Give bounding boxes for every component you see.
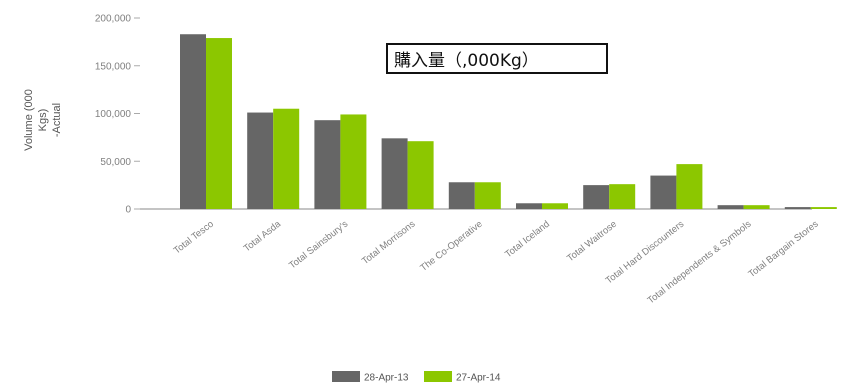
bar-series1: [650, 175, 677, 209]
y-axis-ticks: 0 50,000 100,000 150,000 200,000: [95, 14, 140, 216]
x-category-label: Total Sainsbury's: [287, 219, 350, 272]
x-category-label: Total Bargain Stores: [746, 219, 820, 280]
y-tick-label: 0: [125, 205, 131, 216]
legend-swatch: [332, 371, 360, 382]
bar-series2: [743, 205, 770, 209]
bar-series2: [273, 108, 300, 209]
y-axis-title-text: Volume (000 Kgs) -Actual: [23, 89, 63, 151]
bar-series1: [180, 34, 206, 209]
y-tick-label: 200,000: [95, 14, 132, 25]
x-category-label: Total Waitrose: [565, 219, 619, 265]
y-tick-label: 50,000: [100, 157, 131, 168]
bar-series1: [583, 185, 610, 209]
bars-group: [180, 34, 837, 210]
x-category-label: Total Tesco: [172, 219, 216, 257]
y-axis-title: Volume (000 Kgs) -Actual: [23, 89, 63, 151]
x-category-label: Total Asda: [242, 218, 284, 254]
bar-series2: [206, 38, 232, 210]
bar-series1: [448, 182, 475, 209]
bar-series1: [247, 112, 274, 209]
bar-series1: [717, 205, 744, 209]
bar-series2: [340, 114, 367, 209]
bar-series1: [381, 138, 408, 209]
bar-series1: [784, 207, 811, 209]
annotation-text: 購入量（,000Kg）: [394, 51, 539, 71]
bar-series2: [474, 182, 501, 209]
legend: 28-Apr-13 27-Apr-14: [332, 371, 501, 384]
x-category-label: Total Morrisons: [360, 219, 418, 267]
bar-series2: [407, 141, 434, 209]
annotation-box: 購入量（,000Kg）: [386, 43, 608, 74]
y-axis-title-line: Volume (000: [23, 89, 35, 151]
legend-label: 27-Apr-14: [456, 373, 501, 384]
category-labels: Total Tesco Total Asda Total Sainsbury's To…: [172, 218, 821, 306]
bar-series2: [676, 164, 703, 209]
y-tick-label: 150,000: [95, 61, 132, 72]
x-category-label: Total Iceland: [503, 219, 552, 261]
y-axis-title-line: Kgs): [37, 109, 49, 132]
bar-series2: [609, 184, 636, 209]
y-axis-title-line: -Actual: [51, 103, 63, 137]
legend-label: 28-Apr-13: [364, 373, 409, 384]
bar-series2: [810, 207, 837, 209]
bar-series1: [314, 120, 341, 209]
y-tick-label: 100,000: [95, 109, 132, 120]
bar-series1: [516, 203, 542, 209]
legend-swatch: [424, 371, 452, 382]
bar-series2: [542, 203, 568, 209]
x-category-label: The Co-Operative: [418, 219, 484, 274]
